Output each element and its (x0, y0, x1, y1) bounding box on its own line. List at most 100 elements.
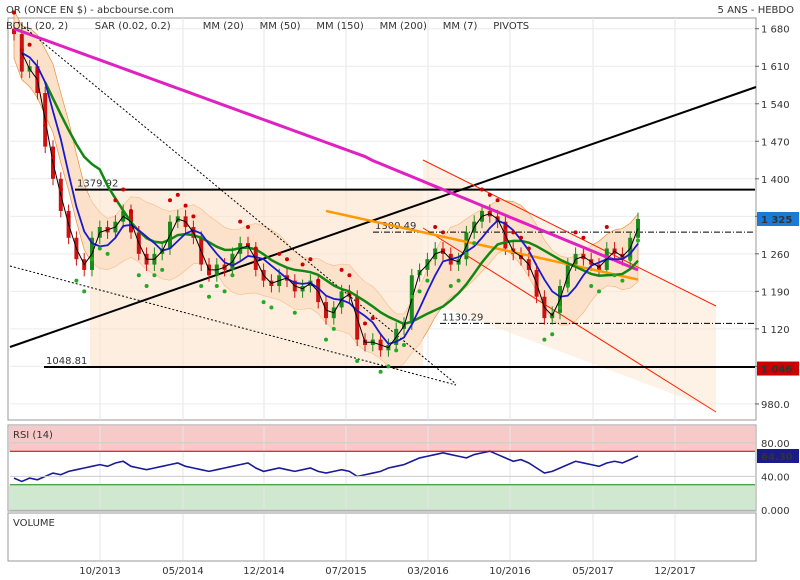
sar-dot (285, 257, 289, 262)
sar-dot (565, 284, 570, 288)
sar-dot (604, 225, 609, 230)
legend-item: MM (50) (260, 21, 301, 32)
sar-dot (269, 305, 274, 310)
ma200-line (13, 27, 639, 272)
sar-dot (526, 246, 531, 251)
trend-channels (9, 21, 757, 413)
sar-dot (74, 278, 79, 283)
pivot-label: 1130.29 (442, 312, 483, 323)
sar-dot (495, 198, 500, 203)
sar-dot (472, 241, 477, 246)
x-tick-label: 07/2015 (325, 566, 367, 577)
y-tick-label: 980.0 (761, 400, 790, 411)
pivot-label: 1379.92 (77, 179, 118, 190)
rsi-oversold-zone (9, 485, 755, 510)
downtrend-line-lower (9, 265, 457, 386)
sar-dot (113, 198, 118, 203)
sar-dot (558, 305, 562, 310)
x-tick-label: 05/2017 (572, 566, 614, 577)
sar-dot (12, 10, 16, 15)
sar-dot (191, 214, 196, 219)
volume-panel (7, 512, 757, 562)
sar-dot (597, 289, 601, 294)
sar-dot (175, 192, 180, 197)
sar-dot (347, 273, 352, 278)
sar-dot (82, 289, 87, 294)
sar-dot (324, 337, 328, 342)
sar-dot (433, 225, 438, 230)
x-tick-label: 03/2016 (407, 566, 449, 577)
sar-dot (27, 42, 32, 47)
sar-dot (230, 273, 235, 278)
sar-dot (238, 219, 243, 224)
sar-dot (144, 284, 149, 288)
sar-dot (409, 294, 414, 299)
y-tick-label: 1 610 (761, 62, 790, 73)
sar-dot (183, 203, 188, 208)
candle-body (12, 28, 16, 35)
y-tick-label: 1 680 (761, 25, 790, 36)
last-price-badge-text: 1 046 (761, 365, 792, 376)
rsi-overbought-zone (9, 426, 755, 452)
moving-averages (13, 27, 639, 349)
legend-item: SAR (0.02, 0.2) (95, 21, 171, 32)
sar-dot (339, 267, 344, 272)
x-tick-label: 12/2017 (654, 566, 696, 577)
y-tick-label: 1 120 (761, 325, 790, 336)
sar-dot (519, 235, 523, 240)
sar-dot (581, 235, 586, 240)
sar-dot (66, 214, 71, 219)
x-axis: 10/2013 05/2014 12/2014 07/2015 03/2016 10/20… (79, 566, 696, 577)
sar-dot (105, 251, 110, 256)
pivot-label: 1048.81 (46, 356, 87, 367)
sar-dot (456, 278, 461, 283)
y-tick-label: 1 400 (761, 175, 790, 186)
channel-lower (422, 227, 717, 413)
downtrend-line-upper (17, 21, 457, 385)
sar-dot (90, 257, 94, 262)
sar-dot (487, 192, 492, 197)
sar-dot (394, 348, 399, 353)
sar-dot (121, 187, 126, 192)
sar-dot (199, 284, 204, 288)
sar-dot (441, 230, 445, 235)
volume-label: VOLUME (13, 518, 55, 529)
rsi-label: RSI (14) (13, 430, 53, 441)
x-tick-label: 10/2016 (489, 566, 531, 577)
sar-dot (160, 267, 165, 272)
sar-dots (12, 10, 640, 374)
legend-item: MM (200) (380, 21, 427, 32)
rsi-tick-label: 40.00 (761, 472, 790, 483)
rsi-y-axis: 0.000 40.00 80.00 (10, 439, 790, 517)
sar-dot (534, 273, 539, 278)
rsi-line (13, 450, 639, 483)
sar-dot (207, 294, 211, 299)
sar-dot (628, 257, 633, 262)
last-price-badge (757, 361, 799, 376)
sar-dot (448, 284, 453, 288)
last-price-badge-text: 1 325 (761, 215, 792, 226)
sar-dot (222, 289, 227, 294)
rsi-badge-text: 64.30 (761, 452, 793, 463)
sar-dot (503, 225, 508, 230)
sar-dot (51, 155, 55, 160)
sar-dot (97, 246, 102, 251)
indicator-legend: BOLL (20, 2) SAR (0.02, 0.2) MM (20) MM (50… (6, 21, 529, 32)
legend-item: MM (150) (316, 21, 363, 32)
sar-dot (246, 225, 250, 230)
sar-dot (355, 359, 360, 364)
sar-dot (386, 364, 391, 369)
sar-dot (620, 278, 625, 283)
chart-period: 5 ANS - HEBDO (718, 5, 795, 16)
ma50-line (44, 81, 639, 326)
sar-dot (277, 251, 282, 256)
sar-dot (168, 198, 172, 203)
legend-item: PIVOTS (493, 21, 529, 32)
sar-dot (511, 230, 516, 235)
sar-dot (300, 262, 305, 267)
sar-dot (261, 300, 266, 305)
sar-dot (550, 332, 555, 337)
price-y-axis: 980.0 1 120 1 190 1 260 1 400 1 470 1 540 1 610… (755, 25, 790, 411)
x-tick-label: 05/2014 (162, 566, 204, 577)
